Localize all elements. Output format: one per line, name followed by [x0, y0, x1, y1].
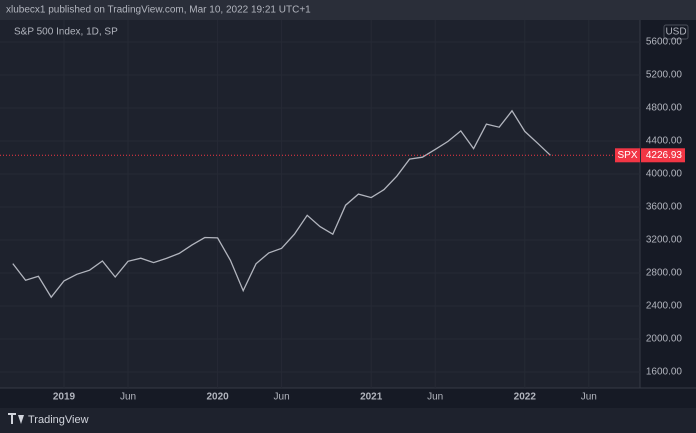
y-tick-label: 3600.00 [646, 202, 683, 213]
y-tick-label: 4800.00 [646, 103, 683, 114]
y-tick-label: 4000.00 [646, 169, 683, 180]
y-tick-label: 3200.00 [646, 235, 683, 246]
currency: USD [665, 27, 686, 38]
y-tick-label: 1600.00 [646, 367, 683, 378]
plot-area [0, 20, 640, 388]
y-tick-label: 4400.00 [646, 136, 683, 147]
y-tick-label: 5600.00 [646, 37, 683, 48]
x-tick-label: 2020 [206, 392, 229, 403]
y-tick-label: 2800.00 [646, 268, 683, 279]
last-price-value: 4226.93 [646, 150, 683, 161]
publisher: xlubecx1 published on TradingView.com, M… [6, 5, 311, 16]
y-tick-label: 2000.00 [646, 334, 683, 345]
x-tick-label: 2022 [514, 392, 537, 403]
last-price-box [641, 148, 685, 163]
logo [8, 413, 24, 424]
chart-title: S&P 500 Index, 1D, SP [14, 27, 118, 38]
price-line [12, 109, 551, 299]
top-bar [0, 0, 696, 20]
x-tick-label: Jun [581, 392, 597, 403]
last-price-name: SPX [617, 150, 637, 161]
currency-box [663, 24, 689, 40]
y-tick-label: 5200.00 [646, 70, 683, 81]
x-tick-label: 2021 [360, 392, 383, 403]
y-tick-label: 2400.00 [646, 301, 683, 312]
last-price-tag [615, 148, 640, 163]
x-tick-label: Jun [427, 392, 443, 403]
x-tick-label: Jun [274, 392, 290, 403]
x-tick-label: 2019 [53, 392, 76, 403]
footer-brand: TradingView [28, 414, 89, 426]
x-tick-label: Jun [120, 392, 136, 403]
footer-bar [0, 408, 696, 433]
